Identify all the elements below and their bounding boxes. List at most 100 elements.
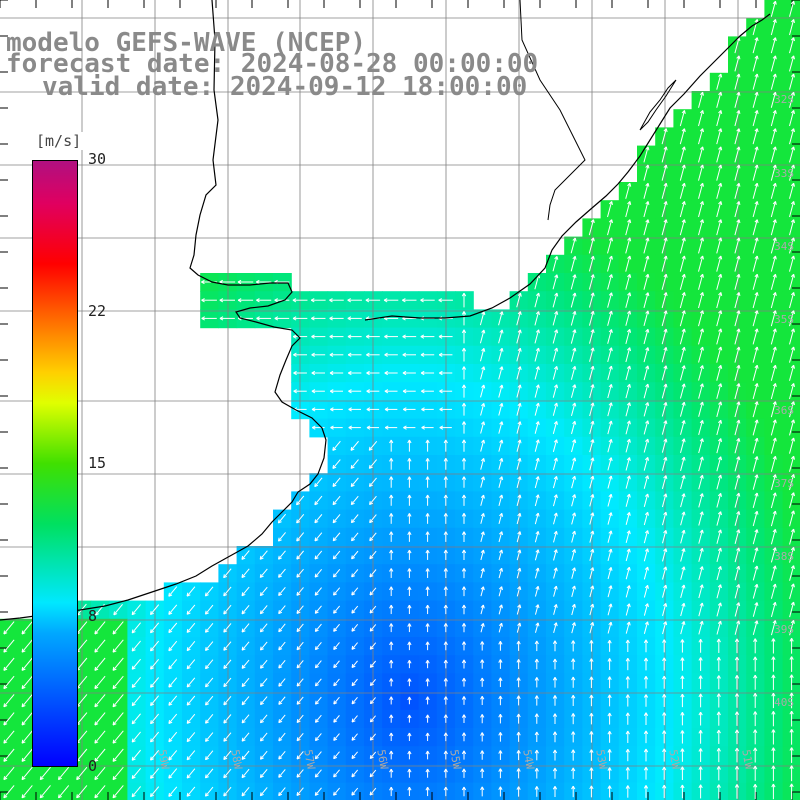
- wind-arrow: [661, 292, 668, 309]
- wind-arrow: [278, 787, 286, 797]
- wind-arrow: [112, 675, 124, 690]
- wind-arrow: [351, 550, 359, 560]
- wind-arrow: [752, 492, 759, 508]
- wind-arrow: [571, 512, 577, 525]
- wind-arrow: [698, 474, 704, 490]
- wind-cell: [309, 764, 329, 784]
- wind-arrow: [443, 531, 448, 542]
- wind-arrow: [241, 659, 250, 669]
- wind-arrow: [425, 568, 430, 578]
- wind-arrow: [150, 768, 160, 779]
- lat-label: 33S: [774, 167, 794, 180]
- wind-arrow: [461, 623, 467, 633]
- wind-arrow: [662, 584, 668, 598]
- wind-arrow: [333, 587, 341, 596]
- wind-arrow: [443, 750, 448, 760]
- wind-arrow: [332, 459, 341, 469]
- wind-arrow: [789, 692, 794, 709]
- wind-arrow: [333, 787, 341, 796]
- wind-arrow: [389, 696, 394, 705]
- wind-arrow: [643, 292, 650, 308]
- wind-arrow: [314, 696, 322, 705]
- wind-arrow: [625, 347, 632, 363]
- wind-cell: [182, 673, 201, 693]
- wind-arrow: [498, 494, 504, 506]
- wind-cell: [18, 764, 37, 784]
- wind-arrow: [461, 604, 467, 615]
- wind-arrow: [588, 310, 595, 326]
- wind-arrow: [534, 439, 540, 452]
- wind-arrow: [552, 292, 559, 308]
- wind-arrow: [516, 439, 522, 452]
- wind-arrow: [293, 370, 307, 376]
- wind-arrow: [223, 695, 232, 706]
- wind-arrow: [698, 693, 703, 708]
- wind-arrow: [698, 456, 704, 472]
- wind-arrow: [369, 550, 377, 560]
- wind-arrow: [752, 37, 759, 54]
- wind-arrow: [680, 548, 686, 562]
- wind-arrow: [607, 530, 613, 543]
- wind-arrow: [571, 549, 577, 561]
- wind-cell: [163, 764, 183, 784]
- wind-cell: [127, 655, 147, 674]
- wind-arrow: [625, 292, 632, 308]
- wind-arrow: [384, 370, 398, 376]
- wind-arrow: [607, 219, 613, 236]
- wind-arrow: [420, 352, 435, 357]
- wind-arrow: [752, 55, 759, 72]
- wind-arrow: [625, 420, 631, 435]
- wind-arrow: [698, 110, 704, 127]
- wind-arrow: [21, 639, 33, 653]
- wind-arrow: [402, 389, 416, 394]
- wind-arrow: [425, 439, 430, 452]
- wind-arrow: [329, 298, 344, 303]
- wind-cell: [0, 637, 19, 656]
- wind-cell: [273, 637, 292, 656]
- wind-arrow: [534, 512, 540, 525]
- wind-cell: [345, 600, 365, 620]
- wind-arrow: [698, 766, 703, 781]
- wind-arrow: [407, 678, 412, 687]
- wind-cell: [200, 764, 219, 784]
- wind-arrow: [770, 492, 777, 509]
- wind-cell: [345, 655, 365, 674]
- wind-arrow: [402, 370, 416, 376]
- wind-arrow: [698, 529, 704, 544]
- wind-arrow: [789, 492, 795, 509]
- wind-arrow: [734, 164, 741, 181]
- wind-arrow: [661, 365, 668, 381]
- colorbar-tick-8: 8: [88, 607, 98, 625]
- wind-arrow: [607, 585, 613, 598]
- wind-arrow: [223, 604, 232, 615]
- wind-arrow: [661, 201, 668, 218]
- wind-arrow: [94, 766, 106, 781]
- wind-arrow: [643, 365, 650, 381]
- wind-arrow: [94, 675, 106, 690]
- wind-arrow: [552, 749, 558, 761]
- wind-arrow: [534, 622, 540, 633]
- wind-arrow: [588, 237, 595, 254]
- wind-arrow: [679, 237, 686, 254]
- wind-arrow: [329, 316, 344, 321]
- wind-arrow: [296, 714, 304, 723]
- wind-cell: [163, 600, 183, 620]
- wind-arrow: [131, 640, 141, 652]
- wind-arrow: [314, 714, 322, 723]
- wind-arrow: [241, 786, 250, 797]
- wind-arrow: [552, 311, 559, 326]
- wind-arrow: [369, 605, 377, 614]
- wind-arrow: [661, 493, 668, 508]
- wind-arrow: [716, 255, 723, 272]
- wind-arrow: [571, 622, 576, 634]
- wind-arrow: [348, 389, 362, 394]
- wind-arrow: [332, 477, 341, 488]
- wind-arrow: [789, 528, 795, 545]
- wind-arrow: [366, 389, 380, 394]
- lon-label: 57W: [301, 748, 317, 770]
- wind-arrow: [168, 640, 178, 652]
- wind-arrow: [425, 513, 430, 524]
- wind-arrow: [752, 346, 759, 363]
- wind-arrow: [461, 714, 467, 724]
- wind-arrow: [589, 767, 594, 780]
